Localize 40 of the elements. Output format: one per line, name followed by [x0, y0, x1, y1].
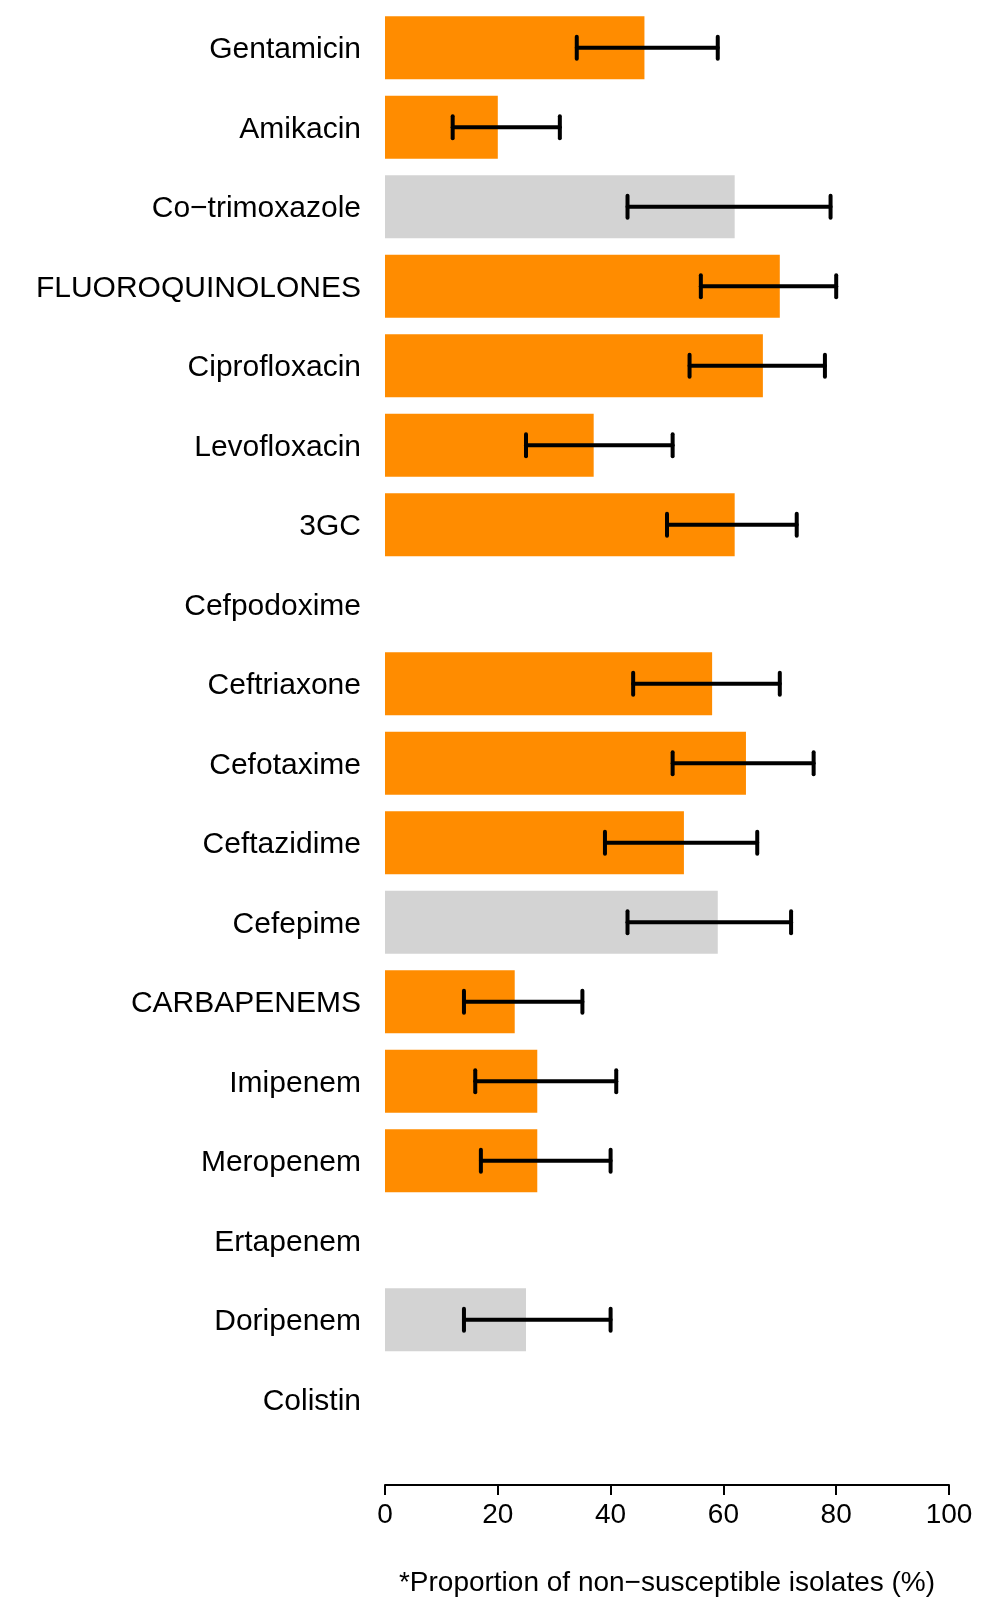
y-tick-label: Ertapenem	[214, 1223, 361, 1257]
x-tick-label: 0	[377, 1497, 393, 1529]
bar	[385, 970, 515, 1034]
y-tick-label: Imipenem	[229, 1064, 361, 1098]
x-tick-label: 100	[925, 1497, 973, 1529]
x-tick-label: 60	[707, 1497, 739, 1529]
y-tick-label: Ceftriaxone	[207, 667, 361, 701]
bar	[385, 16, 645, 80]
y-tick-label: Meropenem	[200, 1144, 361, 1178]
bar	[385, 1049, 538, 1113]
y-tick-label: Cefotaxime	[209, 746, 361, 780]
y-tick-label: Cefpodoxime	[184, 587, 361, 621]
y-tick-label: CARBAPENEMS	[130, 985, 361, 1019]
bar	[385, 652, 713, 716]
bar	[385, 1288, 526, 1352]
y-tick-label: Colistin	[262, 1382, 361, 1416]
y-tick-label: Levofloxacin	[194, 428, 361, 462]
y-tick-label: Ciprofloxacin	[187, 349, 361, 383]
bar	[385, 811, 684, 875]
y-tick-label: 3GC	[299, 508, 361, 542]
x-tick-label: 20	[482, 1497, 514, 1529]
bar	[385, 413, 594, 477]
bar	[385, 254, 780, 318]
y-tick-label: Co−trimoxazole	[151, 190, 361, 224]
y-tick-label: Ceftazidime	[202, 826, 361, 860]
x-tick-label: 80	[820, 1497, 852, 1529]
y-tick-label: FLUOROQUINOLONES	[35, 269, 361, 303]
bar	[385, 493, 735, 557]
x-tick-label: 40	[595, 1497, 627, 1529]
bar	[385, 1129, 538, 1193]
bar	[385, 175, 735, 239]
bar	[385, 334, 763, 398]
y-tick-label: Amikacin	[239, 110, 361, 144]
y-tick-label: Gentamicin	[209, 31, 361, 65]
bar	[385, 731, 746, 795]
x-axis-title: *Proportion of non−susceptible isolates (%)	[398, 1565, 936, 1597]
y-tick-label: Cefepime	[232, 905, 361, 939]
bar	[385, 890, 718, 954]
bar	[385, 95, 498, 159]
y-tick-label: Doripenem	[214, 1303, 361, 1337]
